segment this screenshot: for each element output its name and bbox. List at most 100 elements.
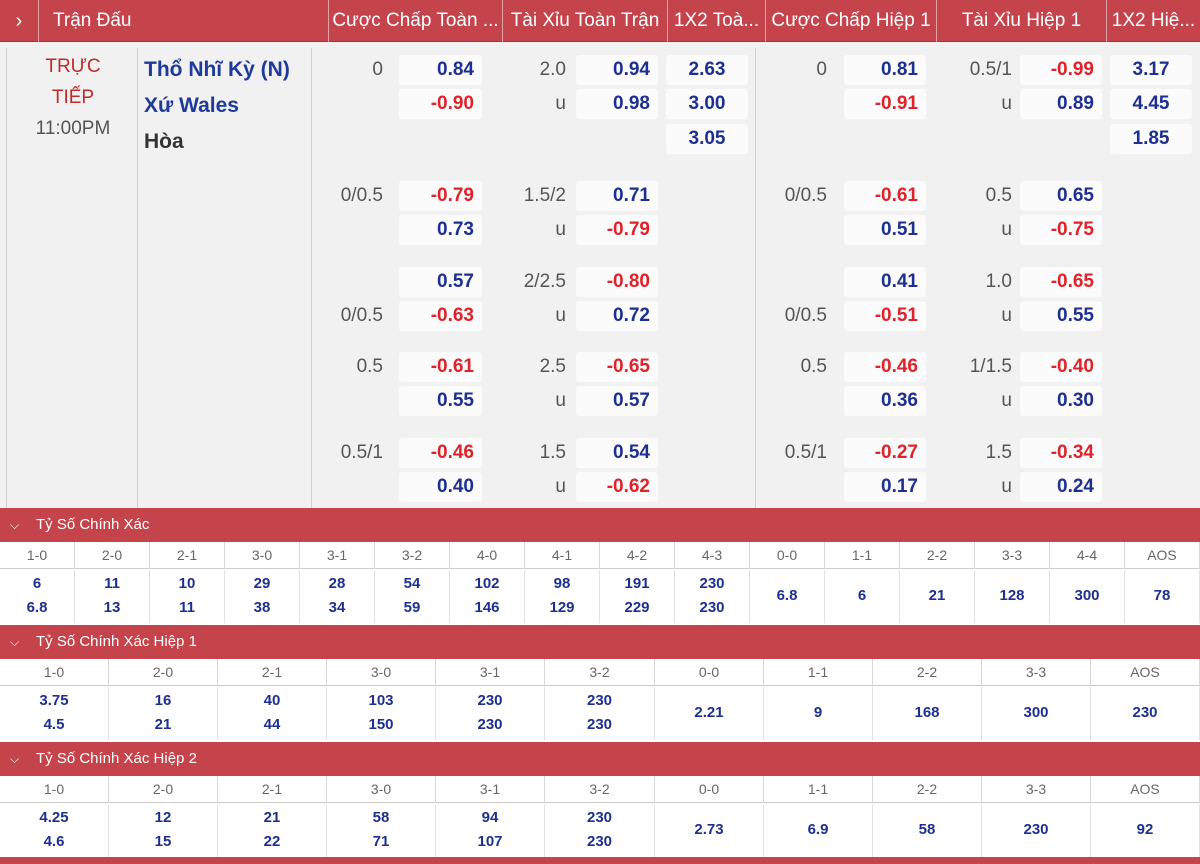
correct-score-score-odd-2[interactable]: 11 [179, 599, 195, 616]
hdp-h1-away-odd[interactable]: 0.36 [844, 386, 926, 416]
correct-score-score-odd-2[interactable]: 146 [474, 599, 500, 616]
correct-score-h2-score-odd[interactable]: 92 [1136, 821, 1154, 838]
correct-score-score-odd-2[interactable]: 6.8 [26, 599, 48, 616]
correct-score-score-odd[interactable]: 21 [928, 587, 946, 604]
correct-score-score-odd-1[interactable]: 98 [553, 575, 571, 592]
correct-score-h1-score-odd-2[interactable]: 4.5 [43, 716, 65, 733]
ou-ft-over-odd[interactable]: -0.80 [576, 267, 658, 297]
correct-score-h1-score-odd-1[interactable]: 3.75 [39, 692, 69, 709]
correct-score-h2-score-odd-1[interactable]: 58 [372, 809, 390, 826]
correct-score-h2-score-odd-1[interactable]: 12 [154, 809, 172, 826]
correct-score-h2-score-odd[interactable]: 230 [1023, 821, 1049, 838]
correct-score-score-odd-1[interactable]: 102 [474, 575, 500, 592]
ou-h1-over-odd[interactable]: 0.65 [1020, 181, 1102, 211]
ou-h1-over-odd[interactable]: -0.40 [1020, 352, 1102, 382]
correct-score-score-odd[interactable]: 78 [1153, 587, 1171, 604]
ou-ft-under-odd[interactable]: -0.62 [576, 472, 658, 502]
ou-h1-under-odd[interactable]: 0.89 [1020, 89, 1102, 119]
correct-score-h2-score-odd[interactable]: 6.9 [807, 821, 829, 838]
correct-score-h2-score-odd-1[interactable]: 21 [263, 809, 281, 826]
correct-score-h2-score-odd-2[interactable]: 107 [477, 833, 503, 850]
correct-score-h1-score-odd[interactable]: 2.21 [694, 704, 724, 721]
ou-h1-under-odd[interactable]: 0.24 [1020, 472, 1102, 502]
hdp-ft-home-odd[interactable]: -0.79 [399, 181, 482, 211]
correct-score-score-odd[interactable]: 300 [1074, 587, 1100, 604]
correct-score-h1-score-odd-2[interactable]: 150 [368, 716, 394, 733]
correct-score-h1-score-odd-2[interactable]: 44 [263, 716, 281, 733]
home-team[interactable]: Thổ Nhĩ Kỳ (N) [144, 58, 290, 81]
hdp-ft-away-odd[interactable]: -0.90 [399, 89, 482, 119]
correct-score-h1-score-odd-2[interactable]: 230 [586, 716, 613, 733]
ou-ft-over-odd[interactable]: 0.54 [576, 438, 658, 468]
correct-score-h2-score-odd-2[interactable]: 22 [263, 833, 281, 850]
ou-h1-over-odd[interactable]: -0.65 [1020, 267, 1102, 297]
correct-score-h1-score-odd[interactable]: 300 [1023, 704, 1049, 721]
correct-score-h2-score-odd-2[interactable]: 15 [154, 833, 172, 850]
hdp-h1-away-odd[interactable]: -0.91 [844, 89, 926, 119]
correct-score-score-odd-1[interactable]: 191 [624, 575, 650, 592]
correct-score-score-odd-1[interactable]: 11 [104, 575, 120, 592]
correct-score-score-odd-1[interactable]: 29 [253, 575, 271, 592]
correct-score-h2-score-odd-2[interactable]: 230 [586, 833, 613, 850]
x12-h1-home-odd[interactable]: 3.17 [1110, 55, 1192, 85]
correct-score-score-odd-2[interactable]: 230 [699, 599, 725, 616]
hdp-h1-away-odd[interactable]: 0.17 [844, 472, 926, 502]
correct-score-score-odd-2[interactable]: 129 [549, 599, 575, 616]
ou-ft-under-odd[interactable]: 0.57 [576, 386, 658, 416]
correct-score-score-odd-1[interactable]: 10 [178, 575, 196, 592]
away-team[interactable]: Xứ Wales [144, 94, 239, 117]
correct-score-score-odd[interactable]: 6 [857, 587, 867, 604]
correct-score-h2-score-odd-1[interactable]: 230 [586, 809, 613, 826]
hdp-h1-away-odd[interactable]: -0.51 [844, 301, 926, 331]
correct-score-score-odd-1[interactable]: 230 [699, 575, 725, 592]
correct-score-h1-score-odd-1[interactable]: 103 [368, 692, 394, 709]
correct-score-h2-score-odd[interactable]: 2.73 [694, 821, 724, 838]
correct-score-h2-score-odd-1[interactable]: 94 [481, 809, 499, 826]
hdp-h1-home-odd[interactable]: 0.41 [844, 267, 926, 297]
correct-score-h1-score-odd[interactable]: 230 [1132, 704, 1158, 721]
correct-score-h2-header[interactable]: ⌵ Tỷ Số Chính Xác Hiệp 2 [0, 742, 1200, 776]
hdp-ft-home-odd[interactable]: -0.61 [399, 352, 482, 382]
correct-score-h2-score-odd-2[interactable]: 4.6 [43, 833, 65, 850]
correct-score-score-odd[interactable]: 6.8 [776, 587, 798, 604]
ou-h1-under-odd[interactable]: 0.55 [1020, 301, 1102, 331]
hdp-ft-away-odd[interactable]: -0.63 [399, 301, 482, 331]
correct-score-score-odd-2[interactable]: 34 [328, 599, 346, 616]
x12-ft-draw-odd[interactable]: 3.05 [666, 124, 748, 154]
ou-ft-under-odd[interactable]: -0.79 [576, 215, 658, 245]
ou-ft-over-odd[interactable]: 0.71 [576, 181, 658, 211]
x12-ft-home-odd[interactable]: 2.63 [666, 55, 748, 85]
ou-h1-under-odd[interactable]: 0.30 [1020, 386, 1102, 416]
correct-score-h1-score-odd-1[interactable]: 16 [154, 692, 172, 709]
ou-ft-under-odd[interactable]: 0.72 [576, 301, 658, 331]
hdp-h1-home-odd[interactable]: 0.81 [844, 55, 926, 85]
correct-score-score-odd-1[interactable]: 6 [32, 575, 42, 592]
x12-h1-away-odd[interactable]: 4.45 [1110, 89, 1192, 119]
correct-score-h1-score-odd-1[interactable]: 230 [477, 692, 503, 709]
correct-score-score-odd-2[interactable]: 38 [253, 599, 271, 616]
correct-score-h2-score-odd-2[interactable]: 71 [372, 833, 390, 850]
hdp-ft-home-odd[interactable]: 0.84 [399, 55, 482, 85]
hdp-h1-home-odd[interactable]: -0.61 [844, 181, 926, 211]
ou-h1-over-odd[interactable]: -0.34 [1020, 438, 1102, 468]
correct-score-header[interactable]: ⌵ Tỷ Số Chính Xác [0, 508, 1200, 542]
hdp-ft-home-odd[interactable]: -0.46 [399, 438, 482, 468]
correct-score-score-odd-2[interactable]: 229 [624, 599, 650, 616]
correct-score-h1-score-odd[interactable]: 9 [813, 704, 823, 721]
expand-all-button[interactable]: › [0, 0, 38, 42]
correct-score-score-odd-1[interactable]: 28 [328, 575, 346, 592]
ou-h1-over-odd[interactable]: -0.99 [1020, 55, 1102, 85]
ou-ft-over-odd[interactable]: 0.94 [576, 55, 658, 85]
ou-h1-under-odd[interactable]: -0.75 [1020, 215, 1102, 245]
hdp-h1-away-odd[interactable]: 0.51 [844, 215, 926, 245]
correct-score-h1-header[interactable]: ⌵ Tỷ Số Chính Xác Hiệp 1 [0, 625, 1200, 659]
correct-score-h1-score-odd[interactable]: 168 [914, 704, 940, 721]
hdp-ft-away-odd[interactable]: 0.73 [399, 215, 482, 245]
x12-h1-draw-odd[interactable]: 1.85 [1110, 124, 1192, 154]
correct-score-score-odd-1[interactable]: 54 [403, 575, 421, 592]
hdp-ft-away-odd[interactable]: 0.55 [399, 386, 482, 416]
correct-score-score-odd[interactable]: 128 [999, 587, 1025, 604]
hdp-h1-home-odd[interactable]: -0.46 [844, 352, 926, 382]
x12-ft-away-odd[interactable]: 3.00 [666, 89, 748, 119]
hdp-ft-away-odd[interactable]: 0.40 [399, 472, 482, 502]
